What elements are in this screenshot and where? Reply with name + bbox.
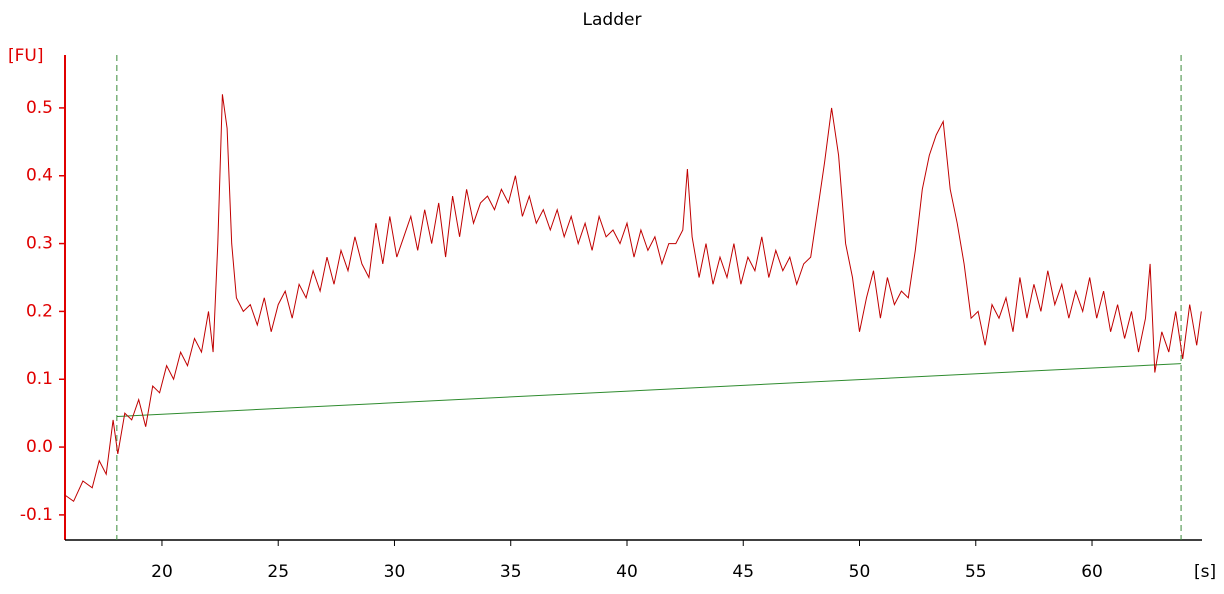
y-tick-label: 0.2 [26, 301, 53, 321]
y-tick-label: 0.0 [26, 437, 53, 457]
x-axis-label: [s] [1194, 562, 1216, 582]
x-tick-label: 25 [267, 562, 289, 582]
x-tick-label: 20 [151, 562, 173, 582]
y-tick-label: 0.3 [26, 234, 53, 254]
x-tick-label: 55 [965, 562, 987, 582]
x-tick-label: 35 [500, 562, 522, 582]
x-tick-label: 30 [384, 562, 406, 582]
x-tick-label: 60 [1081, 562, 1103, 582]
y-tick-label: 0.5 [26, 98, 53, 118]
y-tick-label: 0.4 [26, 166, 53, 186]
y-axis-label: [FU] [8, 46, 44, 66]
y-tick-label: 0.1 [26, 369, 53, 389]
baseline [116, 363, 1182, 417]
y-tick-label: -0.1 [20, 505, 53, 525]
x-tick-label: 50 [849, 562, 871, 582]
x-tick-label: 40 [616, 562, 638, 582]
chart-title: Ladder [583, 10, 642, 30]
x-tick-label: 45 [732, 562, 754, 582]
trace [64, 94, 1202, 503]
